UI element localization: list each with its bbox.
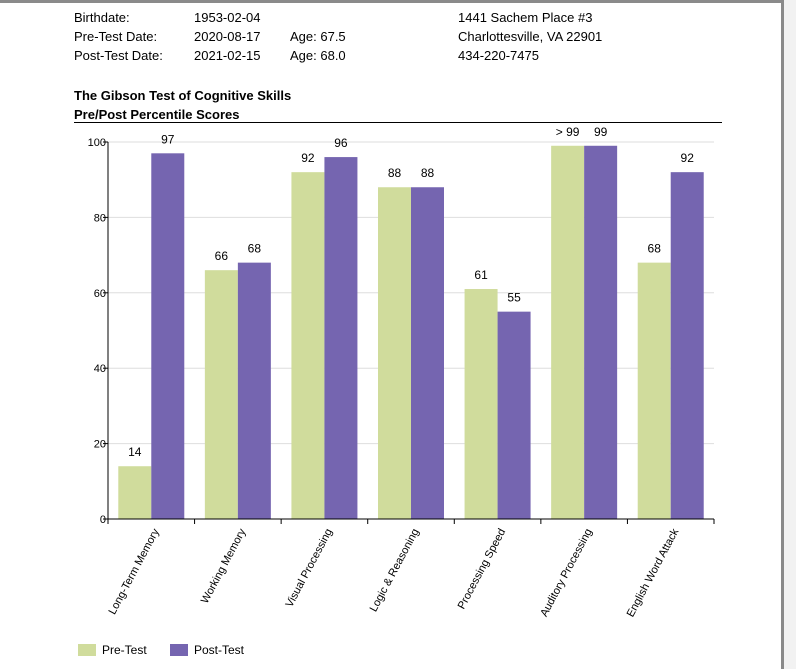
bar — [378, 187, 411, 520]
birthdate-label: Birthdate: — [74, 10, 130, 25]
bar — [118, 466, 152, 519]
pretest-date-value: 2020-08-17 — [194, 29, 261, 44]
y-tick-label: 0 — [100, 514, 106, 526]
x-tick-label: Visual Processing — [284, 527, 336, 610]
x-tick-label: Long-Term Memory — [107, 526, 163, 616]
address-line2: Charlottesville, VA 22901 — [458, 29, 603, 44]
data-label: 99 — [594, 125, 608, 139]
birthdate-value: 1953-02-04 — [194, 10, 261, 25]
legend-swatch-pretest — [78, 644, 96, 656]
bar — [551, 145, 585, 519]
data-label: 55 — [507, 291, 521, 305]
title-divider — [74, 122, 722, 123]
bar — [204, 270, 238, 519]
pretest-age: Age: 67.5 — [290, 29, 346, 44]
scrollbar-edge — [781, 0, 784, 669]
data-label: 97 — [161, 132, 175, 146]
bar — [670, 172, 704, 519]
y-tick-label: 60 — [94, 288, 106, 300]
data-label: 66 — [215, 249, 229, 263]
legend-swatch-posttest — [170, 644, 188, 656]
bar — [411, 187, 444, 520]
x-tick-label: English Word Attack — [625, 526, 682, 619]
data-label: > 99 — [556, 125, 580, 139]
x-tick-label: Processing Speed — [456, 527, 509, 611]
data-label: 92 — [681, 151, 695, 165]
chart-subtitle: Pre/Post Percentile Scores — [74, 107, 240, 122]
data-label: 68 — [648, 242, 662, 256]
posttest-date-label: Post-Test Date: — [74, 48, 163, 63]
address-line1: 1441 Sachem Place #3 — [458, 10, 593, 25]
legend-label-pretest: Pre-Test — [102, 643, 147, 657]
data-label: 68 — [248, 242, 262, 256]
scrollbar-track[interactable] — [784, 0, 796, 669]
y-tick-label: 20 — [94, 439, 106, 451]
bar — [151, 153, 185, 519]
legend-label-posttest: Post-Test — [194, 643, 245, 657]
data-label: 88 — [421, 166, 435, 180]
bar — [497, 311, 531, 519]
bar — [291, 172, 325, 519]
bar — [584, 145, 618, 519]
bar — [637, 262, 671, 519]
y-tick-label: 100 — [88, 137, 106, 149]
pretest-date-label: Pre-Test Date: — [74, 29, 158, 44]
x-tick-label: Working Memory — [199, 526, 249, 605]
x-tick-label: Logic & Reasoning — [368, 527, 422, 614]
data-label: 61 — [474, 268, 488, 282]
bar — [464, 289, 498, 519]
x-tick-label: Auditory Processing — [538, 527, 595, 619]
bar — [237, 262, 271, 519]
data-label: 96 — [334, 136, 348, 150]
data-label: 92 — [301, 151, 315, 165]
y-tick-label: 80 — [94, 212, 106, 224]
data-label: 14 — [128, 445, 142, 459]
phone-number: 434-220-7475 — [458, 48, 539, 63]
y-tick-label: 40 — [94, 363, 106, 375]
bar — [324, 157, 358, 519]
window-top-border — [0, 0, 796, 3]
posttest-age: Age: 68.0 — [290, 48, 346, 63]
data-label: 88 — [388, 166, 402, 180]
chart-title: The Gibson Test of Cognitive Skills — [74, 88, 292, 103]
posttest-date-value: 2021-02-15 — [194, 48, 261, 63]
bar-chart: 0 20 40 60 80 100 14 66 92 88 61 > 99 68 97 68 96 88 55 99… — [88, 125, 715, 619]
